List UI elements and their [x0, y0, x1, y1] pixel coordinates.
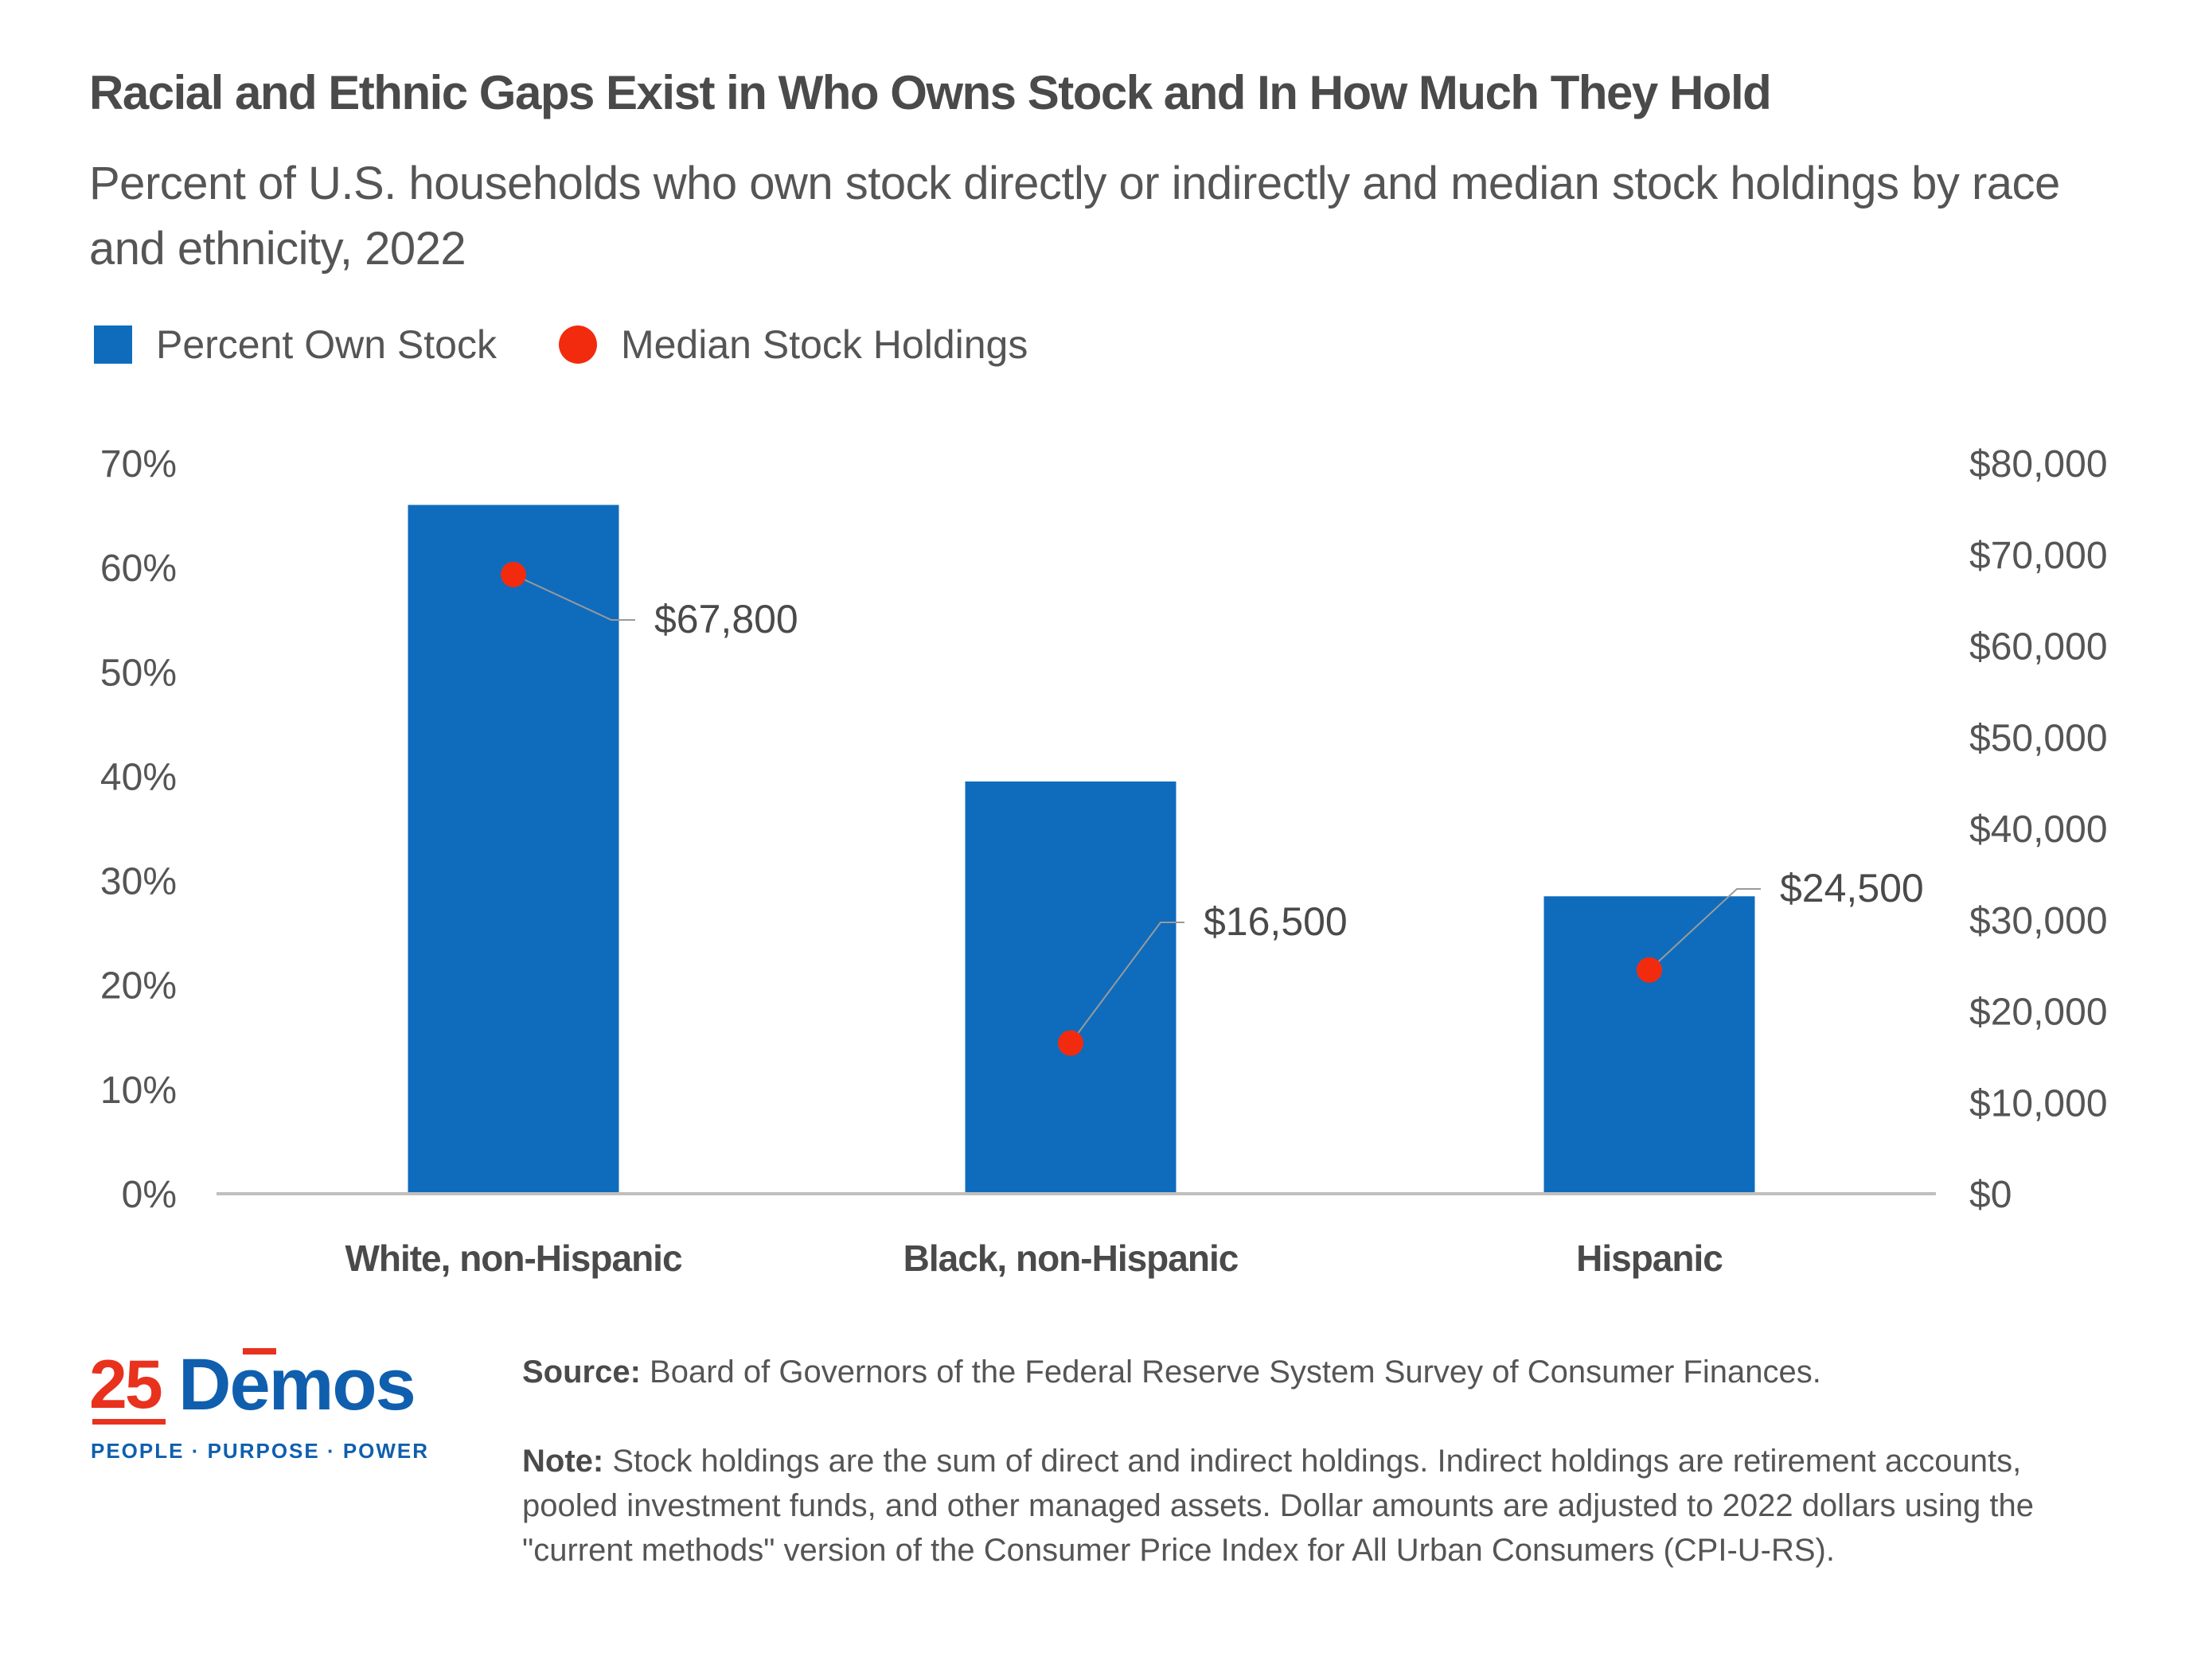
footnotes: Source: Board of Governors of the Federa… — [522, 1350, 2114, 1573]
data-point — [1058, 1030, 1083, 1056]
chart-canvas: 0% 10% 20% 30% 40% 50% 60% 70% $0 $10,000 $20,000 $… — [100, 443, 2108, 1279]
y-right-tick-label: $20,000 — [1969, 992, 2108, 1034]
logo-name: Demos — [178, 1344, 416, 1425]
data-point — [501, 561, 526, 587]
legend-label-dots: Median Stock Holdings — [620, 322, 1028, 367]
bar — [965, 781, 1177, 1194]
chart-subtitle: Percent of U.S. households who own stock… — [89, 158, 2060, 275]
method-note: Note: Stock holdings are the sum of dire… — [522, 1439, 2114, 1573]
data-label: $67,800 — [654, 597, 798, 641]
y-right-tick-label: $40,000 — [1969, 809, 2108, 851]
note-text: Stock holdings are the sum of direct and… — [522, 1444, 2034, 1568]
logo-underline — [92, 1419, 166, 1425]
data-label: $16,500 — [1204, 899, 1348, 944]
y-left-tick-label: 60% — [100, 548, 177, 590]
y-left-tick-label: 50% — [100, 652, 177, 694]
legend-label-bars: Percent Own Stock — [156, 322, 497, 367]
x-tick-label: Black, non-Hispanic — [903, 1238, 1239, 1279]
logo-tagline: PEOPLE · PURPOSE · POWER — [91, 1439, 430, 1463]
legend-item-bars: Percent Own Stock — [94, 322, 497, 368]
y-right-tick-label: $70,000 — [1969, 535, 2108, 577]
y-right-tick-label: $0 — [1969, 1174, 2012, 1216]
x-tick-label: Hispanic — [1576, 1238, 1723, 1279]
y-left-tick-label: 70% — [100, 443, 177, 485]
y-right-tick-label: $60,000 — [1969, 626, 2108, 668]
leader-line — [513, 574, 635, 621]
y-left-tick-label: 30% — [100, 861, 177, 903]
bar — [408, 505, 619, 1194]
x-tick-label: White, non-Hispanic — [345, 1238, 682, 1279]
y-left-tick-label: 20% — [100, 965, 177, 1008]
legend: Percent Own Stock Median Stock Holdings — [94, 317, 1090, 372]
y-left-tick-label: 0% — [122, 1174, 177, 1216]
data-point — [1637, 957, 1662, 983]
legend-item-dots: Median Stock Holdings — [558, 322, 1028, 368]
y-left-tick-label: 40% — [100, 756, 177, 798]
y-right-tick-label: $30,000 — [1969, 900, 2108, 942]
data-label: $24,500 — [1780, 866, 1924, 910]
demos-logo: 25 Demos PEOPLE · PURPOSE · POWER — [89, 1344, 427, 1472]
legend-swatch-bar — [94, 325, 132, 364]
chart-title: Racial and Ethnic Gaps Exist in Who Owns… — [89, 66, 1772, 119]
leader-line — [1070, 922, 1184, 1044]
source-note: Source: Board of Governors of the Federa… — [522, 1350, 2114, 1394]
leader-line — [1649, 888, 1761, 971]
logo-number: 25 — [89, 1347, 163, 1423]
y-right-tick-label: $10,000 — [1969, 1082, 2108, 1125]
y-right-tick-label: $80,000 — [1969, 443, 2108, 485]
y-right-tick-label: $50,000 — [1969, 717, 2108, 759]
source-text: Board of Governors of the Federal Reserv… — [640, 1355, 1821, 1390]
y-left-tick-label: 10% — [100, 1070, 177, 1112]
legend-swatch-dot — [558, 325, 597, 364]
logo-macron — [243, 1348, 276, 1355]
bar — [1543, 896, 1755, 1194]
source-label: Source: — [522, 1355, 641, 1390]
note-label: Note: — [522, 1444, 604, 1479]
